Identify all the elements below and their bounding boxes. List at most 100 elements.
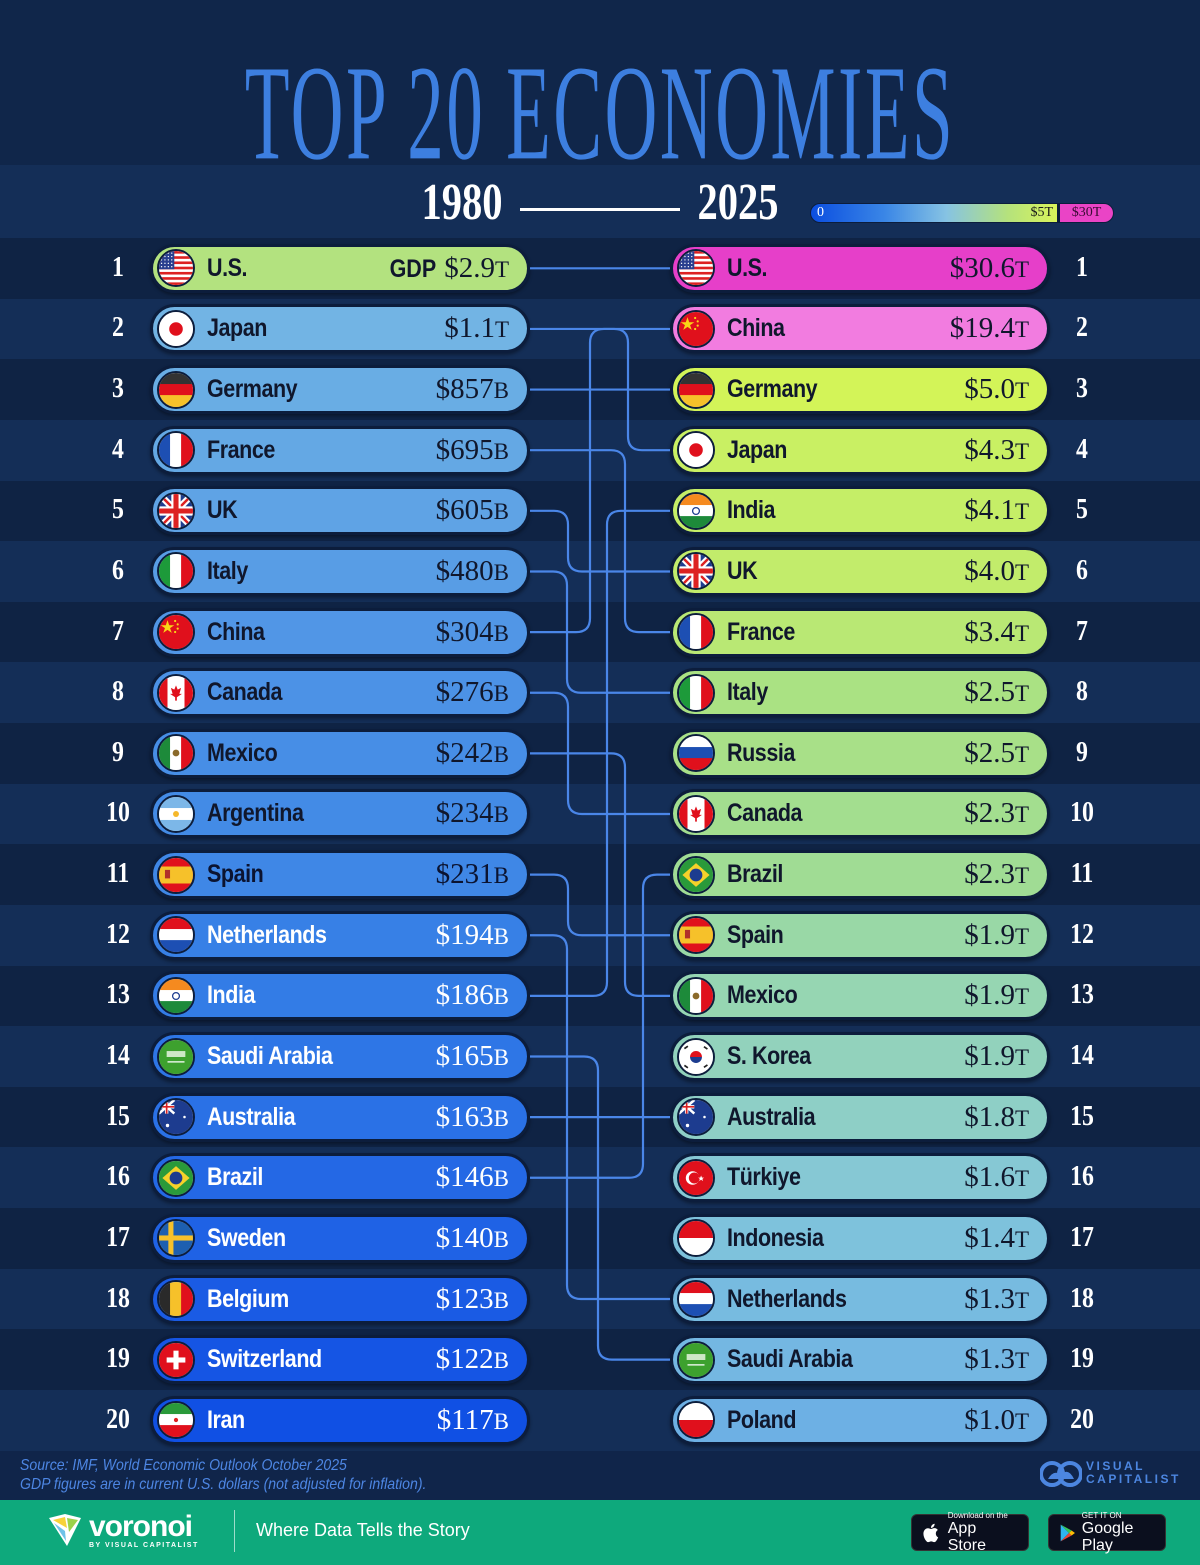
right-country-row: Italy $2.5 T: [670, 668, 1050, 718]
country-name: China: [727, 314, 785, 343]
italy-flag-icon: [677, 673, 715, 712]
google-play-icon: [1060, 1524, 1075, 1541]
footer-divider: [234, 1510, 235, 1552]
gdp-unit: T: [1014, 499, 1029, 525]
gdp-label: GDP: [389, 254, 437, 283]
legend-max-label: $30T: [1058, 203, 1114, 223]
gdp-value: $2.5 T: [964, 737, 1029, 770]
right-country-row: Japan $4.3 T: [670, 425, 1050, 475]
gdp-unit: B: [493, 1226, 509, 1252]
left-country-row: Australia $163 B: [150, 1092, 530, 1142]
gdp-unit: B: [493, 499, 509, 525]
right-rank: 12: [1070, 918, 1094, 950]
country-name: Switzerland: [207, 1345, 322, 1374]
country-name: Brazil: [727, 860, 783, 889]
gdp-unit: T: [1014, 1045, 1029, 1070]
gdp-value: $123 B: [436, 1283, 509, 1316]
left-rank: 19: [106, 1343, 130, 1375]
gdp-value: $242 B: [436, 737, 509, 770]
gdp-value: $695 B: [436, 434, 509, 467]
left-rank: 4: [112, 433, 124, 465]
app-store-label: App Store: [947, 1520, 986, 1554]
gdp-value: $122 B: [436, 1343, 509, 1376]
legend-gradient: 0 $5T: [810, 203, 1058, 223]
gdp-amount: $1.6: [964, 1161, 1015, 1194]
voronoi-logo[interactable]: voronoi BY VISUAL CAPITALIST: [45, 1510, 199, 1550]
country-name: India: [207, 981, 256, 1010]
tagline: Where Data Tells the Story: [256, 1520, 470, 1540]
australia-flag-icon: [157, 1098, 195, 1137]
gdp-amount: $1.9: [964, 1040, 1015, 1072]
left-rank: 18: [106, 1282, 130, 1314]
country-name: Saudi Arabia: [727, 1345, 853, 1374]
china-flag-icon: [157, 613, 195, 652]
gdp-amount: $242: [435, 736, 494, 769]
left-country-row: Mexico $242 B: [150, 728, 530, 778]
gdp-unit: B: [493, 863, 509, 889]
voronoi-wordmark: voronoi: [89, 1509, 193, 1543]
gdp-amount: $1.4: [964, 1221, 1015, 1254]
gdp-amount: $4.0: [964, 554, 1015, 587]
country-name: India: [727, 496, 776, 525]
right-rank: 13: [1070, 979, 1094, 1011]
app-store-button[interactable]: Download on the App Store: [911, 1511, 1029, 1554]
country-name: Spain: [207, 860, 264, 889]
gdp-unit: B: [493, 984, 509, 1010]
gdp-amount: $1.3: [964, 1282, 1015, 1315]
right-rank: 8: [1076, 676, 1088, 708]
right-country-row: Russia $2.5 T: [670, 728, 1050, 778]
gdp-amount: $3.4: [964, 615, 1015, 648]
left-rank: 8: [112, 676, 124, 708]
right-country-row: Brazil $2.3 T: [670, 850, 1050, 900]
gdp-unit: T: [1014, 1408, 1029, 1434]
right-rank: 1: [1076, 251, 1088, 283]
left-rank: 5: [112, 494, 124, 526]
gdp-value: $304 B: [436, 616, 509, 649]
right-country-row: China $19.4 T: [670, 304, 1050, 354]
gdp-unit: T: [1014, 559, 1029, 585]
gdp-unit: T: [494, 256, 509, 282]
canada-flag-icon: [157, 673, 195, 712]
switzerland-flag-icon: [157, 1340, 195, 1379]
country-name: Argentina: [207, 799, 304, 828]
france-flag-icon: [677, 613, 715, 652]
argentina-flag-icon: [157, 794, 195, 833]
google-play-small: GET IT ON: [1081, 1511, 1122, 1520]
country-name: France: [727, 617, 795, 646]
gdp-unit: T: [1014, 681, 1029, 707]
right-rank: 2: [1076, 312, 1088, 344]
gdp-amount: $2.3: [964, 797, 1015, 830]
gdp-amount: $117: [436, 1403, 494, 1436]
gdp-value: $165 B: [436, 1040, 509, 1073]
gdp-value: $3.4 T: [964, 616, 1029, 649]
gdp-value: $1.0 T: [964, 1404, 1029, 1437]
google-play-button[interactable]: GET IT ON Google Play: [1048, 1511, 1166, 1554]
left-rank: 15: [106, 1100, 130, 1132]
left-country-row: China $304 B: [150, 607, 530, 657]
gdp-value: $1.4 T: [964, 1222, 1029, 1255]
gdp-unit: T: [1014, 317, 1029, 343]
gdp-value: $231 B: [436, 858, 509, 891]
country-name: Sweden: [207, 1223, 286, 1252]
country-name: Saudi Arabia: [207, 1042, 333, 1070]
left-rank: 13: [106, 979, 130, 1011]
left-rank: 14: [106, 1040, 130, 1071]
right-rank: 4: [1076, 433, 1088, 465]
brazil-flag-icon: [677, 855, 715, 894]
gdp-unit: B: [493, 378, 509, 404]
gdp-value: $480 B: [436, 555, 509, 588]
gdp-value: $140 B: [436, 1222, 509, 1255]
gdp-value: $146 B: [436, 1161, 509, 1194]
country-name: Belgium: [207, 1284, 289, 1313]
gdp-unit: B: [493, 681, 509, 707]
gdp-value: $19.4 T: [950, 312, 1029, 345]
right-country-row: Canada $2.3 T: [670, 789, 1050, 839]
left-rank: 9: [112, 736, 124, 768]
gdp-amount: $122: [435, 1343, 494, 1376]
gdp-value: $4.1 T: [964, 494, 1029, 527]
right-country-row: India $4.1 T: [670, 486, 1050, 536]
year-range: 1980 2025: [410, 172, 790, 232]
left-rank: 20: [106, 1403, 130, 1435]
netherlands-flag-icon: [677, 1280, 715, 1319]
australia-flag-icon: [677, 1098, 715, 1137]
